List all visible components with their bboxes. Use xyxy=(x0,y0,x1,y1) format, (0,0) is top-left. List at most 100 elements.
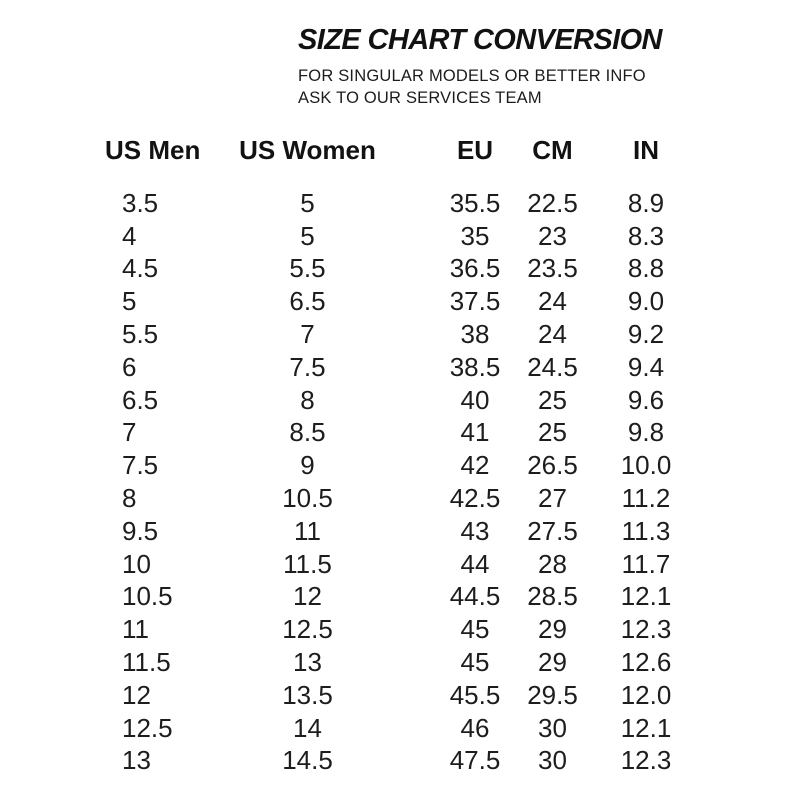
table-cell-in: 12.1 xyxy=(620,712,672,743)
table-cell-cm: 29 xyxy=(538,647,567,678)
column-header-us-women: US Women xyxy=(239,134,376,165)
column-spacer xyxy=(380,220,425,253)
table-cell-in: 9.6 xyxy=(627,384,665,415)
column-spacer xyxy=(380,679,425,712)
table-cell-eu: 47.5 xyxy=(449,745,501,776)
subtitle-line-1: FOR SINGULAR MODELS OR BETTER INFO xyxy=(298,67,646,85)
table-cell-in: 9.4 xyxy=(627,351,665,382)
table-row: 6 7.5 38.5 24.5 9.4 xyxy=(105,351,712,384)
table-cell-in: 12.0 xyxy=(620,679,672,710)
column-spacer xyxy=(380,351,425,384)
subtitle-line-2: ASK TO OUR SERVICES TEAM xyxy=(298,88,542,107)
size-conversion-table: US Men US Women EU CM IN 3.5 5 35.5 22.5 8.9 4 5 35… xyxy=(105,128,712,777)
column-header-cm: CM xyxy=(532,134,573,165)
table-cell-in: 8.3 xyxy=(627,220,665,251)
table-cell-in: 12.3 xyxy=(620,745,672,776)
table-cell-in: 12.3 xyxy=(620,614,672,645)
column-spacer xyxy=(380,172,425,220)
table-row: 5.5 7 38 24 9.2 xyxy=(105,318,712,351)
table-cell-us-men: 5 xyxy=(122,286,137,317)
table-cell-us-women: 10.5 xyxy=(282,483,333,514)
column-spacer xyxy=(380,128,425,172)
table-cell-eu: 41 xyxy=(460,417,490,448)
table-cell-eu: 43 xyxy=(460,515,490,546)
table-cell-cm: 28.5 xyxy=(527,581,578,612)
table-cell-cm: 25 xyxy=(538,384,567,415)
table-cell-us-men: 10 xyxy=(122,548,151,579)
table-row: 10.5 12 44.5 28.5 12.1 xyxy=(105,581,712,614)
table-cell-cm: 23.5 xyxy=(527,253,578,284)
table-cell-us-men: 7 xyxy=(122,417,137,448)
table-row: 10 11.5 44 28 11.7 xyxy=(105,548,712,581)
column-header-eu: EU xyxy=(456,134,494,165)
table-cell-us-women: 5 xyxy=(300,187,315,218)
table-cell-cm: 25 xyxy=(538,417,567,448)
table-cell-us-men: 4.5 xyxy=(122,253,159,284)
table-cell-cm: 30 xyxy=(538,745,567,776)
table-cell-eu: 42 xyxy=(460,450,490,481)
table-cell-us-men: 5.5 xyxy=(122,319,159,350)
table-cell-in: 11.2 xyxy=(621,483,671,514)
table-row: 4.5 5.5 36.5 23.5 8.8 xyxy=(105,253,712,286)
table-cell-us-men: 9.5 xyxy=(122,515,159,546)
page-subtitle: FOR SINGULAR MODELS OR BETTER INFO ASK T… xyxy=(298,66,768,109)
table-cell-in: 8.8 xyxy=(627,253,665,284)
table-cell-eu: 46 xyxy=(460,712,490,743)
table-cell-us-women: 12.5 xyxy=(282,614,333,645)
page-title: SIZE CHART CONVERSION xyxy=(298,24,663,56)
column-spacer xyxy=(380,482,425,515)
table-cell-cm: 23 xyxy=(538,220,567,251)
table-cell-cm: 24.5 xyxy=(527,351,578,382)
table-row: 11 12.5 45 29 12.3 xyxy=(105,613,712,646)
table-cell-us-women: 12 xyxy=(293,581,322,612)
table-cell-eu: 45.5 xyxy=(449,679,501,710)
table-row: 11.5 13 45 29 12.6 xyxy=(105,646,712,679)
table-row: 8 10.5 42.5 27 11.2 xyxy=(105,482,712,515)
table-cell-in: 12.1 xyxy=(620,581,672,612)
table-row: 13 14.5 47.5 30 12.3 xyxy=(105,745,712,778)
table-cell-in: 11.3 xyxy=(621,515,671,546)
table-cell-cm: 24 xyxy=(538,286,567,317)
table-header-row: US Men US Women EU CM IN xyxy=(105,128,712,172)
column-spacer xyxy=(380,581,425,614)
table-row: 6.5 8 40 25 9.6 xyxy=(105,384,712,417)
table-cell-us-women: 7.5 xyxy=(289,351,326,382)
column-header-in: IN xyxy=(633,134,659,165)
table-cell-eu: 45 xyxy=(460,614,490,645)
table-cell-cm: 29.5 xyxy=(527,679,578,710)
table-cell-us-women: 7 xyxy=(300,319,315,350)
chart-header: SIZE CHART CONVERSION FOR SINGULAR MODEL… xyxy=(298,24,768,109)
table-cell-us-men: 11.5 xyxy=(122,647,171,678)
column-spacer xyxy=(380,318,425,351)
table-cell-eu: 42.5 xyxy=(449,483,501,514)
column-spacer xyxy=(380,745,425,778)
table-cell-us-men: 10.5 xyxy=(122,581,173,612)
table-row: 12 13.5 45.5 29.5 12.0 xyxy=(105,679,712,712)
table-cell-cm: 27 xyxy=(538,483,567,514)
table-cell-us-men: 6 xyxy=(122,351,137,382)
table-cell-in: 9.8 xyxy=(627,417,665,448)
table-cell-us-women: 11 xyxy=(294,515,321,546)
table-cell-in: 9.0 xyxy=(627,286,665,317)
column-spacer xyxy=(380,515,425,548)
column-spacer xyxy=(380,285,425,318)
column-spacer xyxy=(380,646,425,679)
table-cell-us-women: 13 xyxy=(293,647,322,678)
table-cell-us-women: 13.5 xyxy=(282,679,333,710)
table-cell-eu: 37.5 xyxy=(449,286,501,317)
table-cell-cm: 28 xyxy=(538,548,567,579)
table-cell-eu: 35 xyxy=(460,220,490,251)
column-spacer xyxy=(380,417,425,450)
column-spacer xyxy=(380,712,425,745)
table-cell-us-women: 14 xyxy=(293,712,322,743)
column-header-us-men: US Men xyxy=(105,134,201,165)
table-row: 7.5 9 42 26.5 10.0 xyxy=(105,449,712,482)
table-row: 12.5 14 46 30 12.1 xyxy=(105,712,712,745)
table-cell-us-men: 6.5 xyxy=(122,384,159,415)
table-row: 9.5 11 43 27.5 11.3 xyxy=(105,515,712,548)
table-body: 3.5 5 35.5 22.5 8.9 4 5 35 23 8.3 4.5 5.5 36.5 23.5 8.… xyxy=(105,172,712,777)
table-cell-eu: 44.5 xyxy=(449,581,501,612)
table-cell-cm: 27.5 xyxy=(527,515,578,546)
table-cell-us-women: 11.5 xyxy=(283,548,332,579)
